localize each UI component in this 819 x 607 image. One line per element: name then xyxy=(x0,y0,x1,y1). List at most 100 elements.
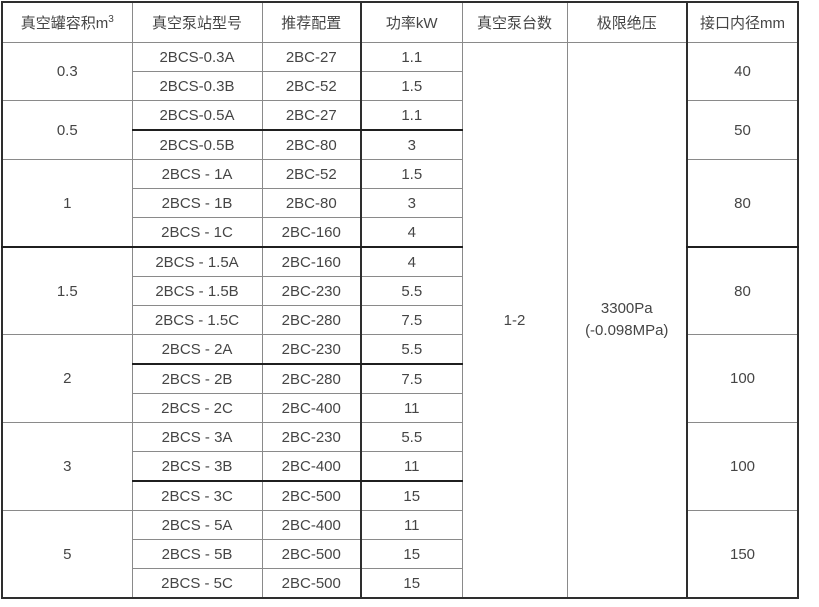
volume-cell: 5 xyxy=(1,510,133,599)
model-cell: 2BCS - 1.5C xyxy=(131,305,263,335)
header-volume-label: 真空罐容积m xyxy=(20,15,109,32)
power-cell: 15 xyxy=(360,480,463,511)
config-cell: 2BC-160 xyxy=(261,246,362,277)
power-cell: 4 xyxy=(360,246,463,277)
volume-cell: 3 xyxy=(1,422,133,511)
power-cell: 15 xyxy=(360,568,463,599)
volume-cell: 1 xyxy=(1,159,133,248)
config-cell: 2BC-230 xyxy=(261,276,362,306)
table-row: 2BCS - 1B 2BC-80 3 xyxy=(2,188,798,218)
table-row: 5 2BCS - 5A 2BC-400 11 150 xyxy=(1,510,799,599)
config-cell: 2BC-500 xyxy=(261,539,362,569)
model-cell: 2BCS - 1B xyxy=(131,188,263,218)
header-pump-count: 真空泵台数 xyxy=(461,1,568,43)
volume-cell: 1.5 xyxy=(1,246,133,335)
config-cell: 2BC-230 xyxy=(261,422,362,452)
model-cell: 2BCS - 3C xyxy=(131,480,263,511)
power-cell: 3 xyxy=(360,188,463,218)
pump-count-cell: 1-2 xyxy=(461,42,568,599)
table-row: 2BCS-0.3B 2BC-52 1.5 xyxy=(2,71,798,101)
model-cell: 2BCS - 5B xyxy=(131,539,263,569)
power-cell: 1.1 xyxy=(360,42,463,72)
header-config: 推荐配置 xyxy=(261,1,362,43)
model-cell: 2BCS - 2B xyxy=(131,363,263,394)
power-cell: 3 xyxy=(360,129,463,160)
config-cell: 2BC-400 xyxy=(261,393,362,423)
spec-table: 真空罐容积m3 真空泵站型号 推荐配置 功率kW 真空泵台数 极限绝压 接口内径… xyxy=(1,1,799,599)
header-model: 真空泵站型号 xyxy=(131,1,263,43)
model-cell: 2BCS - 3A xyxy=(131,422,263,452)
table-row: 2BCS - 1.5B 2BC-230 5.5 xyxy=(2,276,798,306)
interface-cell: 150 xyxy=(686,510,799,599)
header-interface-diameter: 接口内径mm xyxy=(686,1,799,43)
config-cell: 2BC-52 xyxy=(261,71,362,101)
config-cell: 2BC-280 xyxy=(261,363,362,394)
power-cell: 5.5 xyxy=(360,334,463,365)
model-cell: 2BCS-0.5B xyxy=(131,129,263,160)
interface-cell: 80 xyxy=(686,246,799,335)
model-cell: 2BCS - 1.5A xyxy=(131,246,263,277)
power-cell: 11 xyxy=(360,510,463,540)
table-row: 2BCS-0.5B 2BC-80 3 xyxy=(2,129,798,160)
table-row: 3 2BCS - 3A 2BC-230 5.5 100 xyxy=(1,422,799,511)
power-cell: 1.1 xyxy=(360,100,463,131)
config-cell: 2BC-27 xyxy=(261,42,362,72)
table-row: 0.5 2BCS-0.5A 2BC-27 1.1 50 xyxy=(1,100,799,160)
pressure-line-2: (-0.098MPa) xyxy=(585,322,669,339)
pressure-line-1: 3300Pa xyxy=(600,299,653,317)
volume-cell: 0.3 xyxy=(1,42,133,101)
power-cell: 1.5 xyxy=(360,71,463,101)
power-cell: 4 xyxy=(360,217,463,248)
header-ultimate-pressure: 极限绝压 xyxy=(566,1,688,43)
model-cell: 2BCS - 1C xyxy=(131,217,263,248)
power-cell: 5.5 xyxy=(360,276,463,306)
config-cell: 2BC-400 xyxy=(261,510,362,540)
table-row: 0.3 2BCS-0.3A 2BC-27 1.1 1-2 3300Pa (-0.… xyxy=(1,42,799,599)
volume-cell: 2 xyxy=(1,334,133,423)
power-cell: 11 xyxy=(360,393,463,423)
config-cell: 2BC-400 xyxy=(261,451,362,482)
model-cell: 2BCS - 5C xyxy=(131,568,263,599)
model-cell: 2BCS - 5A xyxy=(131,510,263,540)
table-row: 2BCS - 3B 2BC-400 11 xyxy=(2,451,798,482)
config-cell: 2BC-52 xyxy=(261,159,362,189)
interface-cell: 50 xyxy=(686,100,799,160)
config-cell: 2BC-280 xyxy=(261,305,362,335)
header-volume: 真空罐容积m3 xyxy=(1,1,133,43)
header-volume-superscript: 3 xyxy=(108,14,114,25)
config-cell: 2BC-230 xyxy=(261,334,362,365)
config-cell: 2BC-27 xyxy=(261,100,362,131)
table-row: 2BCS - 2B 2BC-280 7.5 xyxy=(2,363,798,394)
interface-cell: 100 xyxy=(686,334,799,423)
config-cell: 2BC-160 xyxy=(261,217,362,248)
table-row: 1 2BCS - 1A 2BC-52 1.5 80 xyxy=(1,159,799,248)
model-cell: 2BCS - 1.5B xyxy=(131,276,263,306)
model-cell: 2BCS - 3B xyxy=(131,451,263,482)
table-row: 2BCS - 1C 2BC-160 4 xyxy=(2,217,798,248)
table-row: 2BCS - 5C 2BC-500 15 xyxy=(2,568,798,599)
header-row: 真空罐容积m3 真空泵站型号 推荐配置 功率kW 真空泵台数 极限绝压 接口内径… xyxy=(1,1,799,43)
power-cell: 7.5 xyxy=(360,363,463,394)
interface-cell: 100 xyxy=(686,422,799,511)
volume-cell: 0.5 xyxy=(1,100,133,160)
power-cell: 1.5 xyxy=(360,159,463,189)
pressure-cell: 3300Pa (-0.098MPa) xyxy=(566,42,688,599)
model-cell: 2BCS-0.3B xyxy=(131,71,263,101)
config-cell: 2BC-80 xyxy=(261,129,362,160)
model-cell: 2BCS-0.5A xyxy=(131,100,263,131)
table-row: 2BCS - 3C 2BC-500 15 xyxy=(2,480,798,511)
model-cell: 2BCS - 2C xyxy=(131,393,263,423)
table-row: 2BCS - 5B 2BC-500 15 xyxy=(2,539,798,569)
table-row: 2BCS - 2C 2BC-400 11 xyxy=(2,393,798,423)
power-cell: 11 xyxy=(360,451,463,482)
interface-cell: 40 xyxy=(686,42,799,101)
power-cell: 7.5 xyxy=(360,305,463,335)
model-cell: 2BCS - 2A xyxy=(131,334,263,365)
model-cell: 2BCS - 1A xyxy=(131,159,263,189)
config-cell: 2BC-500 xyxy=(261,568,362,599)
table-row: 1.5 2BCS - 1.5A 2BC-160 4 80 xyxy=(1,246,799,335)
power-cell: 5.5 xyxy=(360,422,463,452)
power-cell: 15 xyxy=(360,539,463,569)
header-power: 功率kW xyxy=(360,1,463,43)
config-cell: 2BC-500 xyxy=(261,480,362,511)
